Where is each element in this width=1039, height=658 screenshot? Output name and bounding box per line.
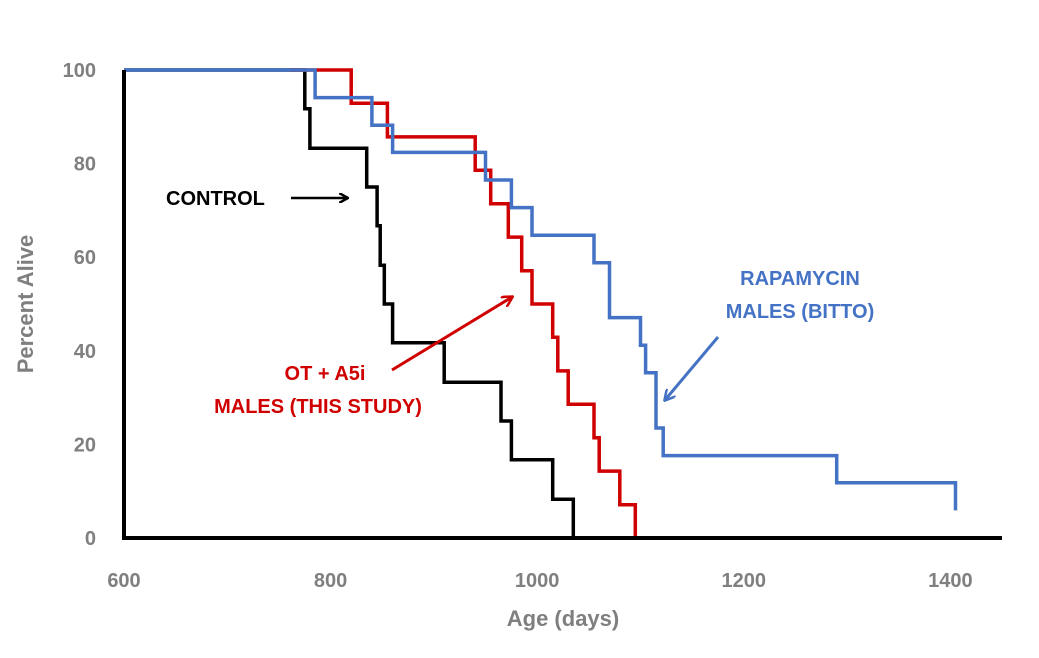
y-tick-label: 40: [74, 341, 96, 363]
ticks-layer: 600 800 1000 1200 1400 0 20 40 60 80 100: [63, 60, 973, 592]
series-line-2: [124, 68, 958, 511]
y-tick-label: 100: [63, 60, 96, 82]
ot-a5i-label-line2: MALES (THIS STUDY): [214, 396, 422, 418]
series-line-0: [124, 68, 576, 538]
y-tick-label: 60: [74, 247, 96, 269]
x-axis-title: Age (days): [507, 606, 619, 631]
rapamycin-label-line2: MALES (BITTO): [726, 301, 875, 323]
series-line-1: [289, 68, 638, 538]
x-tick-label: 1000: [515, 570, 560, 592]
x-tick-label: 1200: [722, 570, 767, 592]
rapamycin-label-line1: RAPAMYCIN: [740, 268, 860, 290]
y-tick-label: 20: [74, 434, 96, 456]
y-tick-label: 80: [74, 154, 96, 176]
ot-a5i-label-line1: OT + A5i: [285, 363, 366, 385]
x-tick-label: 1400: [928, 570, 973, 592]
x-tick-label: 800: [314, 570, 347, 592]
x-tick-label: 600: [107, 570, 140, 592]
y-tick-label: 0: [85, 528, 96, 550]
series-layer: [124, 68, 958, 538]
control-label: CONTROL: [166, 188, 265, 210]
rapamycin-arrow: [665, 336, 720, 400]
ot-a5i-arrow: [391, 297, 512, 372]
y-axis-title: Percent Alive: [13, 235, 38, 374]
